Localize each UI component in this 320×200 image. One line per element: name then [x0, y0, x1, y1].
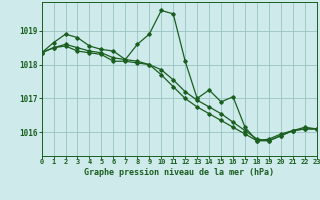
- X-axis label: Graphe pression niveau de la mer (hPa): Graphe pression niveau de la mer (hPa): [84, 168, 274, 177]
